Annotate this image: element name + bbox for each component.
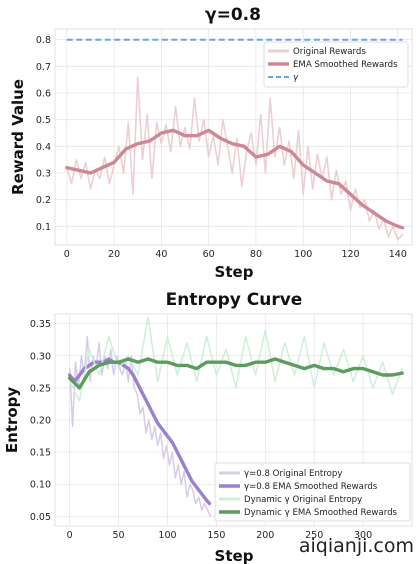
entropy-y-tick-label: 0.20 — [30, 416, 51, 427]
entropy-y-tick-label: 0.05 — [30, 512, 51, 523]
reward-legend-box — [263, 41, 409, 88]
reward-y-tick-label: 0.3 — [36, 169, 51, 180]
reward-y-tick-label: 0.7 — [36, 62, 51, 73]
reward-x-tick-label: 20 — [108, 249, 120, 260]
watermark: aiqianji.com — [299, 535, 414, 557]
entropy-x-tick-label: 100 — [158, 530, 176, 541]
entropy-legend: γ=0.8 Original Entropy γ=0.8 EMA Smoothe… — [214, 462, 411, 522]
entropy-x-tick-label: 0 — [67, 530, 73, 541]
reward-x-tick-label: 0 — [64, 249, 70, 260]
reward-series-line-1 — [66, 76, 404, 241]
legend-label-gamma-original-entropy: γ=0.8 Original Entropy — [244, 469, 342, 479]
entropy-ticks: 0 50 100 150 200 250 300 0.05 0.10 0.15 0.20 0.25 0.… — [30, 319, 372, 541]
reward-x-tick-label: 140 — [389, 249, 407, 260]
reward-x-tick-label: 80 — [250, 249, 262, 260]
entropy-series-line-1 — [68, 335, 212, 518]
reward-y-tick-label: 0.1 — [36, 222, 51, 233]
reward-plot-frame — [54, 28, 413, 246]
entropy-series — [67, 316, 404, 518]
reward-y-tick-label: 0.4 — [36, 142, 51, 153]
entropy-x-tick-label: 300 — [354, 530, 372, 541]
entropy-y-tick-label: 0.25 — [30, 383, 51, 394]
legend-label-dynamic-ema: Dynamic γ EMA Smoothed Rewards — [244, 508, 398, 518]
reward-x-tick-label: 40 — [155, 249, 167, 260]
reward-y-axis-label: Reward Value — [9, 79, 27, 195]
legend-label-dynamic-original-entropy: Dynamic γ Original Entropy — [244, 495, 362, 505]
reward-x-tick-label: 60 — [203, 249, 215, 260]
reward-x-tick-label: 120 — [341, 249, 359, 260]
reward-series-line-2 — [65, 128, 405, 230]
entropy-series-line-4 — [67, 357, 404, 390]
entropy-series-line-2 — [67, 357, 212, 506]
reward-x-tick-label: 100 — [294, 249, 312, 260]
entropy-y-tick-label: 0.15 — [30, 448, 51, 459]
entropy-x-tick-label: 200 — [256, 530, 274, 541]
entropy-x-tick-label: 50 — [113, 530, 125, 541]
entropy-x-tick-label: 150 — [207, 530, 225, 541]
legend-label-gamma: γ — [293, 73, 299, 83]
reward-series — [65, 38, 405, 241]
entropy-y-tick-label: 0.30 — [30, 351, 51, 362]
reward-y-tick-label: 0.8 — [36, 35, 51, 46]
reward-panel: 0 20 40 60 80 100 120 140 0.1 0.2 0.3 0.4 0.5 0.6 0.7 0… — [9, 5, 413, 281]
legend-label-ema-rewards: EMA Smoothed Rewards — [293, 60, 398, 70]
entropy-panel: 0 50 100 150 200 250 300 0.05 0.10 0.15 0.20 0.25 0.… — [3, 290, 413, 564]
entropy-x-tick-label: 250 — [305, 530, 323, 541]
reward-x-axis-label: Step — [215, 263, 254, 281]
reward-y-tick-label: 0.2 — [36, 195, 51, 206]
legend-label-original-rewards: Original Rewards — [293, 47, 366, 57]
entropy-grid — [55, 314, 412, 526]
reward-legend: Original Rewards EMA Smoothed Rewards γ — [263, 41, 409, 88]
legend-label-gamma-ema: γ=0.8 EMA Smoothed Rewards — [244, 482, 378, 492]
entropy-y-tick-label: 0.10 — [30, 480, 51, 491]
entropy-legend-box — [214, 462, 411, 522]
reward-y-tick-label: 0.6 — [36, 89, 51, 100]
entropy-x-axis-label: Step — [215, 547, 254, 564]
reward-ticks: 0 20 40 60 80 100 120 140 0.1 0.2 0.3 0.4 0.5 0.6 0.7 0… — [36, 35, 407, 260]
entropy-plot-frame — [54, 313, 413, 527]
entropy-y-tick-label: 0.35 — [30, 319, 51, 330]
entropy-chart-title: Entropy Curve — [166, 290, 303, 310]
entropy-y-axis-label: Entropy — [3, 387, 21, 454]
reward-y-tick-label: 0.5 — [36, 115, 51, 126]
reward-chart-title: γ=0.8 — [205, 5, 261, 25]
